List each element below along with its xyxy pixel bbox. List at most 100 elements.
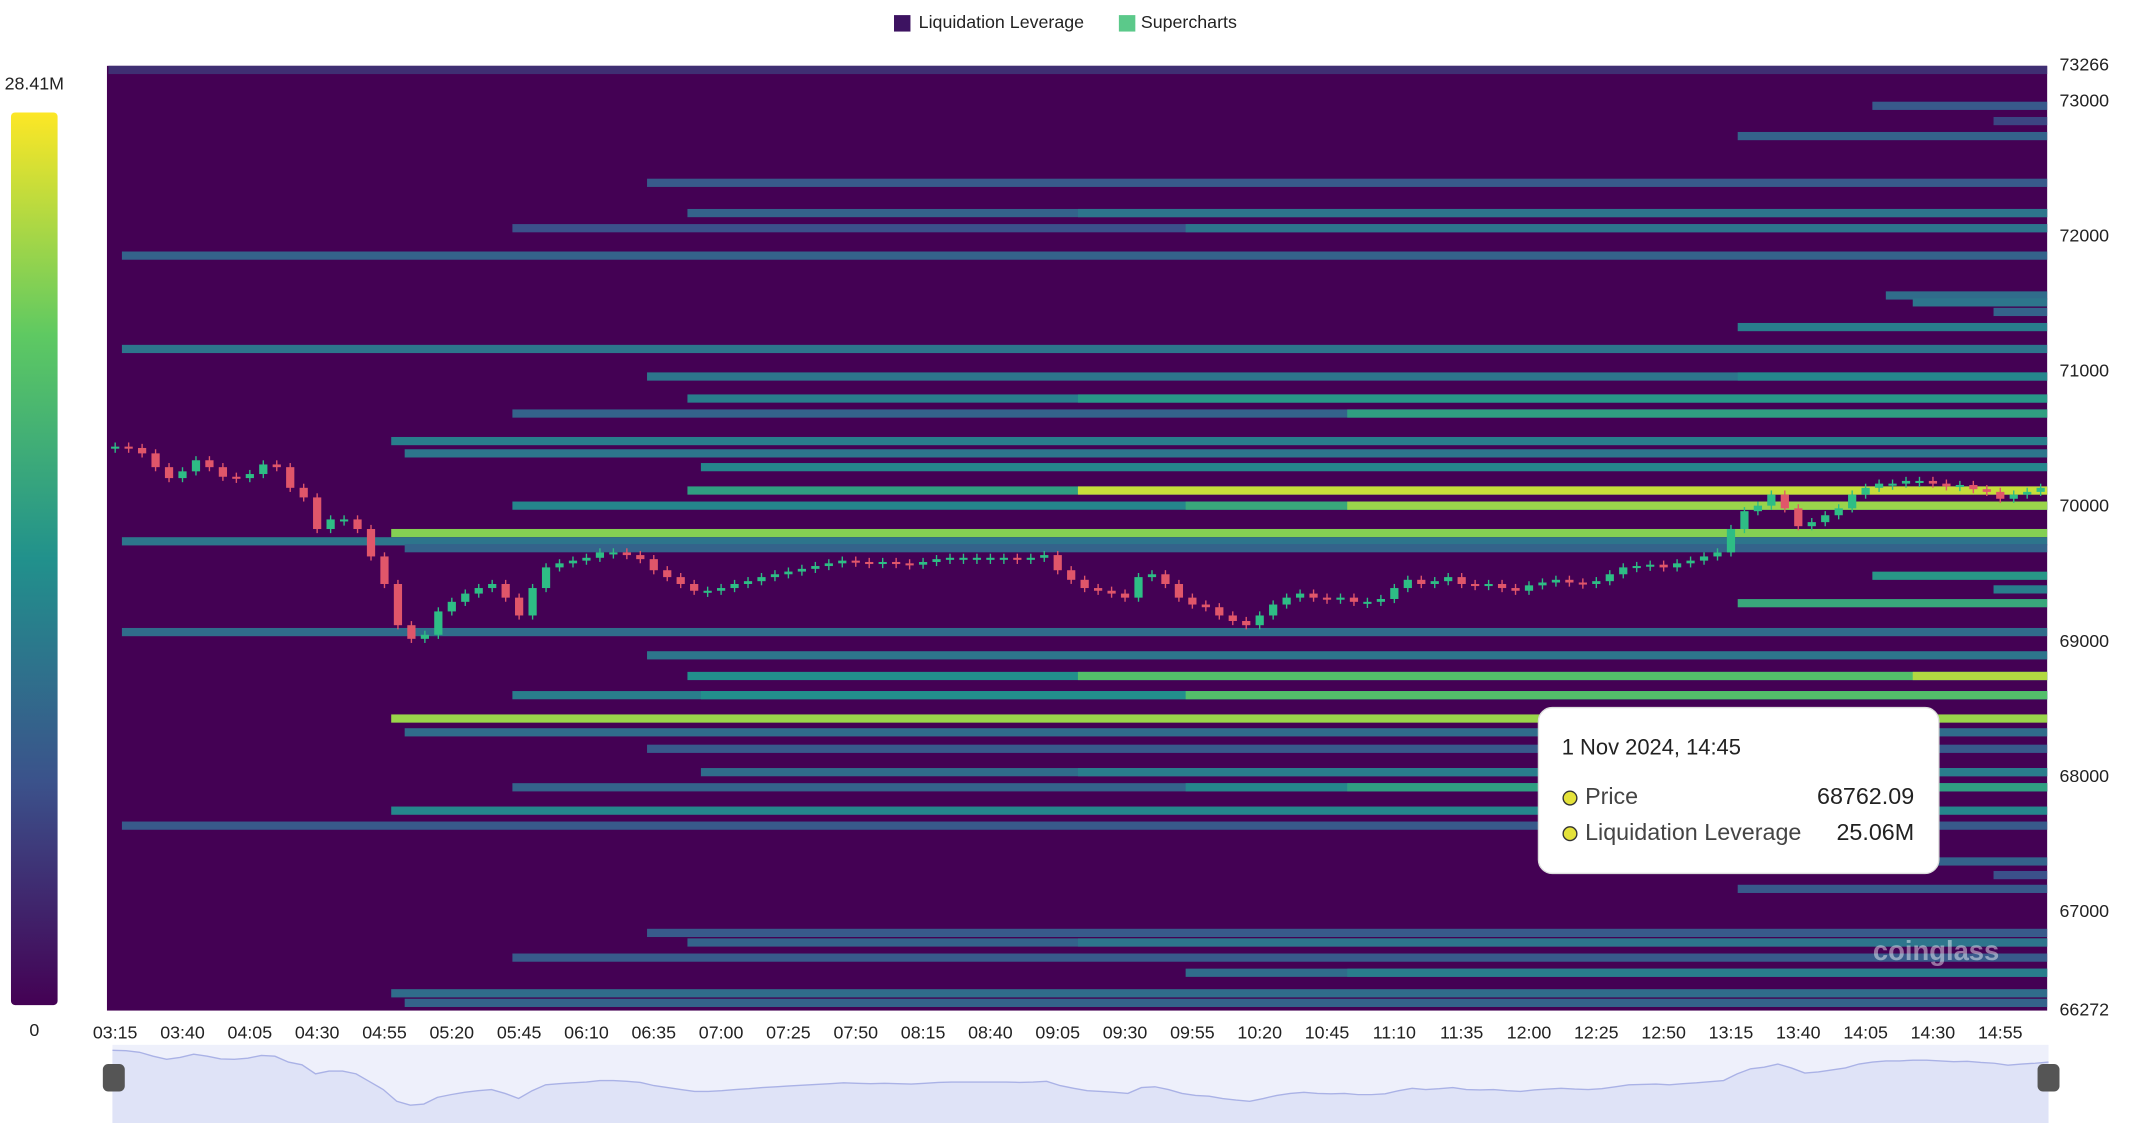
x-tick-label: 14:30 bbox=[1911, 1023, 1956, 1043]
candle bbox=[703, 590, 712, 593]
candle bbox=[1457, 577, 1466, 584]
heat-band bbox=[1737, 322, 2048, 332]
candle bbox=[1444, 577, 1453, 582]
navigator-handle[interactable] bbox=[102, 1064, 125, 1092]
x-tick-label: 05:45 bbox=[497, 1023, 542, 1043]
candle bbox=[676, 577, 685, 584]
candle bbox=[1915, 480, 1924, 483]
heat-band bbox=[1737, 884, 2048, 893]
candle bbox=[326, 519, 335, 530]
tooltip-dot bbox=[1562, 790, 1578, 806]
candle bbox=[757, 577, 766, 582]
candle bbox=[1955, 484, 1964, 488]
candle bbox=[1322, 597, 1332, 600]
candle bbox=[1511, 588, 1520, 591]
candle bbox=[690, 583, 699, 591]
heat-band bbox=[121, 627, 2048, 637]
x-tick-label: 06:10 bbox=[564, 1023, 609, 1043]
candle bbox=[1497, 583, 1507, 589]
candle bbox=[716, 588, 726, 591]
x-tick-label: 07:00 bbox=[699, 1023, 744, 1043]
candle bbox=[232, 476, 241, 479]
candle bbox=[892, 561, 901, 565]
candle bbox=[1834, 508, 1843, 516]
candle bbox=[1282, 597, 1291, 605]
x-tick-label: 06:35 bbox=[631, 1023, 676, 1043]
candle bbox=[488, 583, 497, 589]
heat-band bbox=[1872, 571, 2048, 580]
x-tick-label: 09:05 bbox=[1035, 1023, 1080, 1043]
heat-band bbox=[404, 998, 2048, 1007]
candle bbox=[1632, 566, 1641, 569]
heat-band bbox=[1993, 307, 2048, 317]
legend-swatch[interactable] bbox=[1118, 15, 1136, 32]
heat-band bbox=[1347, 968, 2048, 977]
candle bbox=[1228, 615, 1237, 622]
heat-band bbox=[1993, 870, 2048, 880]
candle bbox=[1699, 556, 1709, 561]
candle bbox=[811, 566, 820, 569]
heat-band bbox=[1912, 298, 2048, 307]
candle bbox=[1349, 597, 1359, 602]
candle bbox=[609, 552, 618, 555]
candle bbox=[178, 471, 187, 479]
candle bbox=[1134, 577, 1143, 598]
candle bbox=[393, 583, 403, 626]
colorbar-label: 0 bbox=[29, 1020, 39, 1040]
candle bbox=[515, 597, 524, 616]
heat-band bbox=[404, 728, 2048, 737]
candle bbox=[932, 559, 941, 562]
candle bbox=[1551, 579, 1561, 583]
candle bbox=[1067, 570, 1076, 580]
candle bbox=[1780, 494, 1789, 509]
x-tick-label: 04:55 bbox=[362, 1023, 407, 1043]
heat-band bbox=[391, 806, 2048, 815]
legend-label[interactable]: Supercharts bbox=[1141, 12, 1237, 32]
candle bbox=[2023, 491, 2032, 495]
candle bbox=[1390, 588, 1399, 599]
heat-band bbox=[391, 989, 2048, 998]
candle bbox=[743, 581, 753, 584]
heat-band bbox=[1347, 501, 2048, 510]
legend-label[interactable]: Liquidation Leverage bbox=[919, 12, 1084, 32]
heat-band bbox=[1737, 131, 2048, 141]
candle bbox=[972, 557, 982, 560]
tooltip-label: Liquidation Leverage bbox=[1585, 819, 1801, 845]
tooltip-label: Price bbox=[1585, 783, 1638, 809]
candle bbox=[1767, 494, 1776, 506]
candle bbox=[1524, 585, 1534, 591]
candle bbox=[1242, 621, 1251, 626]
candle bbox=[770, 574, 780, 578]
candle bbox=[1363, 601, 1372, 604]
heat-band bbox=[647, 651, 2048, 660]
heat-band bbox=[108, 65, 2048, 75]
candle bbox=[649, 559, 658, 571]
candle bbox=[420, 634, 429, 639]
candle bbox=[218, 467, 228, 477]
y-tick-label: 73000 bbox=[2060, 90, 2110, 110]
candle bbox=[1996, 491, 2005, 499]
x-tick-label: 13:15 bbox=[1709, 1023, 1754, 1043]
heat-band bbox=[647, 178, 2048, 187]
navigator-handle[interactable] bbox=[2037, 1064, 2060, 1092]
candle bbox=[1376, 598, 1385, 602]
heat-band bbox=[121, 537, 2048, 546]
candle bbox=[1807, 522, 1816, 527]
candle bbox=[1026, 557, 1035, 560]
navigator-area bbox=[112, 1050, 2049, 1124]
legend-swatch[interactable] bbox=[894, 15, 911, 32]
candle bbox=[1659, 564, 1668, 568]
heat-band bbox=[1077, 671, 2048, 681]
candle bbox=[1848, 494, 1857, 509]
heat-band bbox=[121, 344, 2048, 354]
y-tick-label: 72000 bbox=[2060, 226, 2110, 246]
heat-band bbox=[1993, 585, 2048, 594]
navigator-line bbox=[112, 1049, 2049, 1106]
heat-band bbox=[121, 251, 2048, 260]
candle bbox=[1740, 511, 1749, 530]
candle bbox=[1120, 593, 1130, 598]
candle bbox=[622, 552, 631, 556]
x-tick-label: 14:55 bbox=[1978, 1023, 2023, 1043]
heat-band bbox=[391, 528, 2048, 538]
candle bbox=[636, 555, 645, 560]
